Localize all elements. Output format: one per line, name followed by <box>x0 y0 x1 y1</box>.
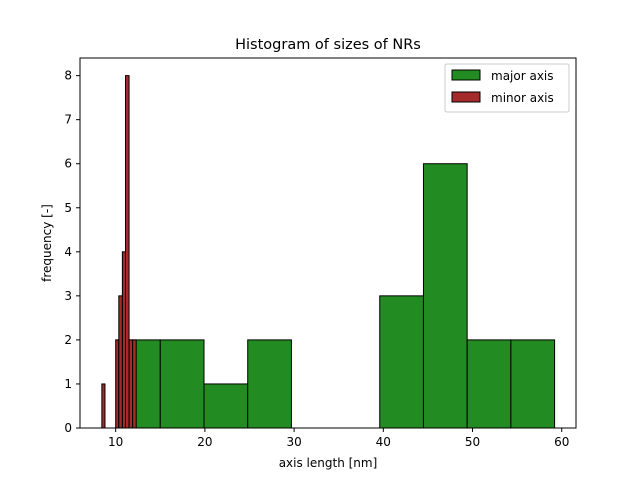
y-tick-label: 6 <box>64 157 72 171</box>
x-tick-label: 10 <box>108 435 123 449</box>
legend: major axis minor axis <box>444 63 570 113</box>
y-tick-label: 2 <box>64 333 72 347</box>
y-axis-ticks: 0 1 2 3 4 5 6 7 8 <box>64 69 80 435</box>
chart-title: Histogram of sizes of NRs <box>235 37 421 53</box>
legend-swatch-minor-axis <box>451 91 481 103</box>
y-tick-label: 0 <box>64 421 72 435</box>
y-axis-label: frequency [-] <box>40 204 54 282</box>
y-tick-label: 7 <box>64 113 72 127</box>
bar-major-axis-6 <box>379 295 424 429</box>
y-tick-label: 1 <box>64 377 72 391</box>
legend-label-minor-axis: minor axis <box>491 91 554 105</box>
y-tick-label: 4 <box>64 245 72 259</box>
y-tick-label: 5 <box>64 201 72 215</box>
x-tick-label: 30 <box>286 435 301 449</box>
bar-major-axis-9 <box>510 339 556 429</box>
bar-major-axis-2 <box>203 383 249 429</box>
bar-major-axis-8 <box>466 339 512 429</box>
legend-swatch-major-axis <box>451 69 481 81</box>
x-axis-label: axis length [nm] <box>279 456 378 470</box>
bar-major-axis-7 <box>422 163 468 429</box>
y-tick-label: 8 <box>64 69 72 83</box>
x-tick-label: 40 <box>376 435 391 449</box>
bar-major-axis-3 <box>247 339 292 429</box>
x-tick-label: 20 <box>197 435 212 449</box>
x-tick-label: 60 <box>554 435 569 449</box>
bar-minor-axis-5 <box>118 295 123 429</box>
plot-frame <box>79 57 577 429</box>
y-tick-label: 3 <box>64 289 72 303</box>
bar-minor-axis-0 <box>101 383 106 429</box>
legend-label-major-axis: major axis <box>491 69 554 83</box>
bar-minor-axis-7 <box>124 75 130 429</box>
bar-minor-axis-9 <box>132 339 137 429</box>
x-axis-ticks: 10 20 30 40 50 60 <box>108 428 569 449</box>
major-axis-bars <box>116 163 556 429</box>
bar-major-axis-1 <box>159 339 205 429</box>
minor-axis-bars <box>101 75 137 429</box>
bar-minor-axis-8 <box>128 339 134 429</box>
x-tick-label: 50 <box>465 435 480 449</box>
